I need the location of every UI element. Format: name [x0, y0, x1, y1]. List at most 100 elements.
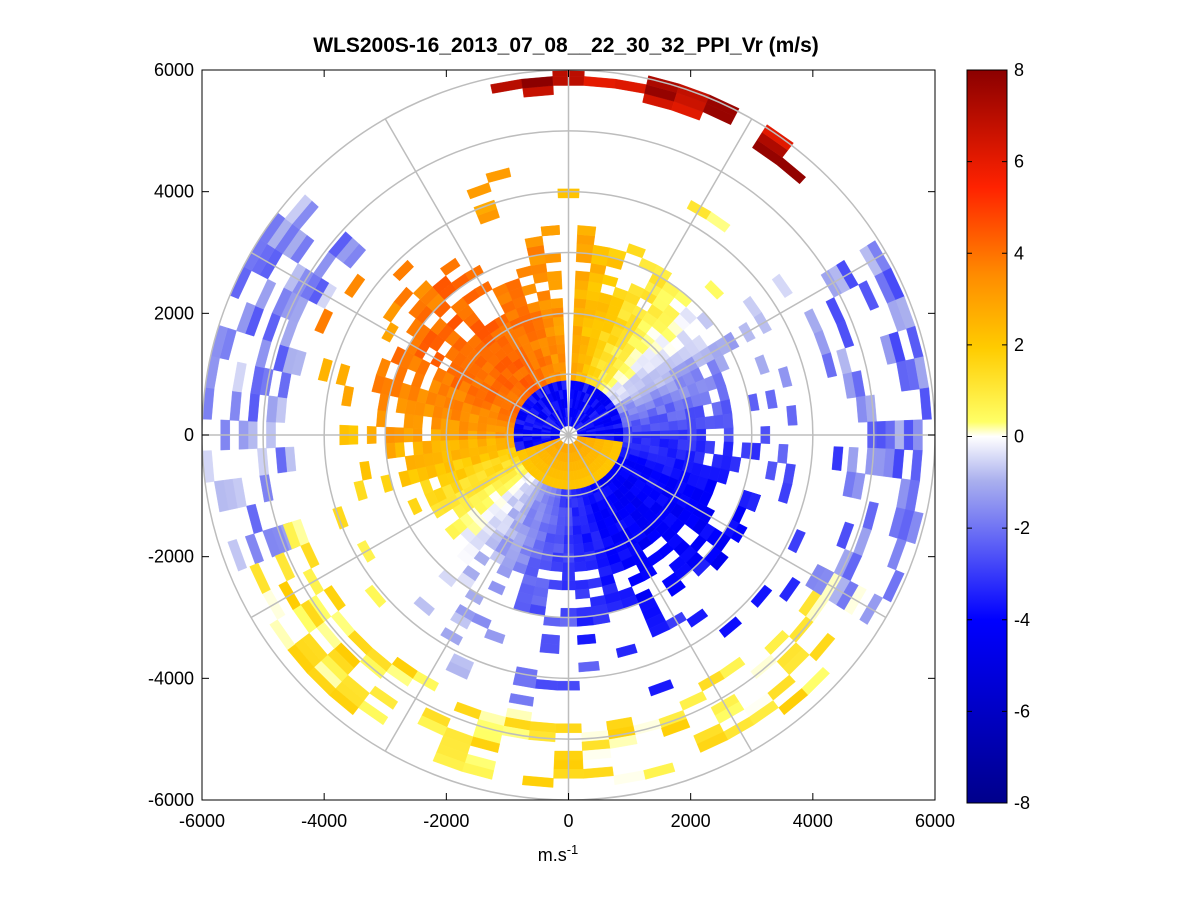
velocity-cell: [668, 439, 679, 450]
velocity-cell: [906, 511, 924, 545]
velocity-cell: [622, 426, 633, 433]
x-tick-label: -4000: [301, 811, 347, 831]
velocity-cell: [449, 419, 460, 431]
velocity-cell: [555, 334, 565, 345]
velocity-cell: [754, 354, 770, 375]
velocity-cell: [573, 307, 586, 318]
velocity-cell: [232, 361, 247, 393]
velocity-cell: [430, 416, 442, 430]
velocity-cell: [585, 559, 599, 571]
velocity-cell: [659, 438, 670, 449]
plot-area: [201, 69, 936, 801]
velocity-cell: [882, 569, 905, 603]
velocity-cell: [746, 492, 762, 513]
velocity-cell: [570, 489, 578, 500]
velocity-cell: [484, 628, 506, 645]
velocity-cell: [626, 243, 646, 259]
velocity-cell: [573, 298, 587, 309]
velocity-cell: [413, 596, 435, 617]
velocity-cell: [573, 561, 587, 572]
velocity-cell: [512, 675, 537, 689]
velocity-cell: [551, 307, 564, 318]
velocity-cell: [553, 325, 565, 336]
velocity-cell: [417, 715, 448, 736]
velocity-cell: [552, 543, 564, 554]
velocity-cell: [227, 539, 248, 572]
velocity-cell: [776, 157, 807, 185]
colorbar-tick-label: -8: [1014, 793, 1030, 813]
velocity-cell: [317, 357, 333, 382]
velocity-cell: [550, 561, 564, 572]
x-tick-labels: -6000 -4000 -2000 0 2000 4000 6000: [179, 811, 955, 831]
velocity-cell: [555, 525, 565, 536]
velocity-cell: [476, 422, 487, 432]
velocity-cell: [430, 440, 442, 454]
velocity-cell: [722, 413, 734, 429]
azimuth-spoke: [568, 251, 887, 436]
velocity-cell: [578, 660, 600, 673]
velocity-cell: [851, 472, 866, 500]
colorbar-tick-label: -2: [1014, 518, 1030, 538]
velocity-cell: [458, 420, 469, 431]
velocity-cell: [504, 437, 515, 444]
velocity-cell: [449, 439, 460, 451]
velocity-cell: [821, 352, 838, 378]
velocity-cell: [557, 352, 566, 363]
y-tick-label: 0: [184, 425, 194, 445]
velocity-cell: [919, 387, 932, 420]
velocity-cell: [440, 439, 451, 452]
velocity-cell: [777, 443, 789, 464]
azimuth-spoke: [567, 434, 753, 752]
colorbar-tick-label: -6: [1014, 701, 1030, 721]
velocity-cell: [716, 468, 730, 485]
velocity-cell: [328, 231, 353, 258]
velocity-cell: [445, 661, 471, 680]
velocity-cell: [572, 334, 582, 345]
velocity-cell: [686, 418, 697, 431]
velocity-cell: [695, 416, 707, 430]
azimuth-spoke: [250, 251, 569, 436]
velocity-cell: [236, 302, 256, 334]
velocity-cell: [661, 718, 691, 737]
velocity-cell: [553, 534, 565, 545]
velocity-cell: [559, 370, 567, 381]
velocity-cell: [771, 273, 793, 298]
velocity-cell: [601, 274, 619, 288]
velocity-cell: [779, 576, 801, 602]
velocity-cell: [659, 421, 670, 432]
velocity-cell: [573, 316, 585, 327]
velocity-cell: [274, 552, 296, 582]
velocity-cell: [468, 446, 480, 457]
polar-grid: [202, 70, 935, 800]
y-tick-label: 4000: [154, 182, 194, 202]
velocity-cell: [693, 405, 705, 419]
velocity-cell: [677, 439, 688, 451]
velocity-cell: [538, 559, 552, 571]
velocity-cell: [467, 438, 478, 449]
velocity-cell: [556, 516, 566, 527]
velocity-cell: [713, 414, 725, 429]
velocity-cell: [846, 446, 859, 473]
velocity-cell: [677, 419, 688, 431]
velocity-cell: [552, 316, 564, 327]
velocity-cell: [581, 532, 593, 544]
velocity-cell: [407, 497, 423, 516]
velocity-cell: [666, 411, 678, 423]
x-tick-label: 2000: [671, 811, 711, 831]
velocity-cell: [650, 422, 661, 432]
velocity-cell: [432, 752, 465, 772]
x-tick-label: -6000: [179, 811, 225, 831]
colorbar-tick-label: 8: [1014, 60, 1024, 80]
velocity-cell: [394, 441, 406, 458]
velocity-cell: [640, 424, 652, 433]
velocity-cell: [269, 619, 295, 651]
velocity-cell: [786, 404, 798, 426]
velocity-cell: [522, 775, 554, 788]
velocity-cell: [693, 451, 705, 465]
velocity-cell: [696, 731, 729, 753]
velocity-cell: [547, 579, 563, 591]
velocity-cell: [403, 413, 415, 429]
velocity-cell: [421, 440, 433, 455]
velocity-cell: [353, 480, 368, 502]
velocity-cell: [571, 516, 581, 527]
